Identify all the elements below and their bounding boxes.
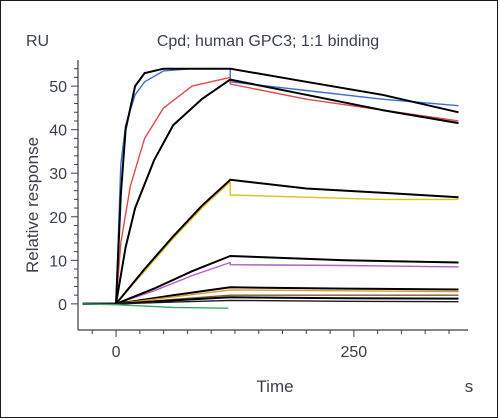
x-unit-label: s — [465, 377, 474, 396]
y-tick-label: 0 — [58, 297, 67, 314]
axes: 0 10 20 30 40 50 0 250 — [49, 60, 468, 361]
x-tick-label: 250 — [341, 344, 368, 361]
series-layer — [82, 67, 459, 309]
y-tick-label: 30 — [49, 166, 67, 183]
y-tick-label: 40 — [49, 123, 67, 140]
chart-title: Cpd; human GPC3; 1:1 binding — [157, 33, 379, 50]
series-line-1 — [82, 68, 459, 305]
x-axis-label: Time — [256, 377, 293, 396]
y-tick-label: 10 — [49, 253, 67, 270]
x-tick-label: 0 — [112, 344, 121, 361]
series-line-4 — [82, 78, 459, 305]
y-unit-label: RU — [26, 33, 49, 50]
series-line-3 — [82, 67, 459, 305]
series-line-14 — [82, 303, 229, 309]
series-line-6 — [82, 178, 459, 305]
series-line-2 — [82, 76, 459, 305]
y-tick-label: 50 — [49, 79, 67, 96]
y-tick-label: 20 — [49, 210, 67, 227]
y-axis-label: Relative response — [23, 137, 42, 273]
